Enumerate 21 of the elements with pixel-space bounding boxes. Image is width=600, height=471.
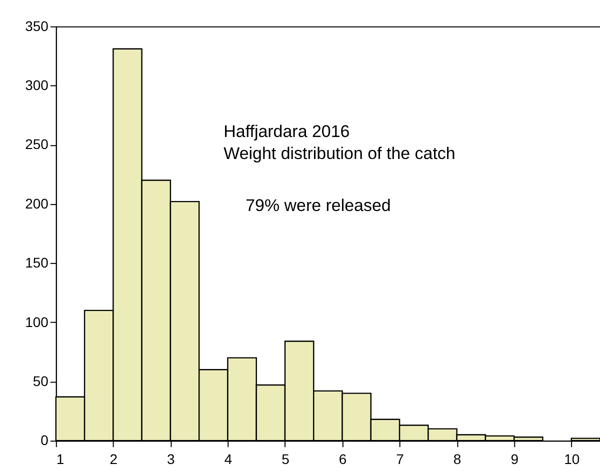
x-tick-label: 1 bbox=[56, 451, 64, 468]
y-tick-label: 100 bbox=[25, 314, 49, 330]
x-tick-label: 7 bbox=[396, 451, 404, 468]
annotation: Weight distribution of the catch bbox=[224, 144, 456, 164]
x-tick-label: 4 bbox=[224, 451, 232, 468]
y-tick-label: 0 bbox=[40, 432, 49, 448]
annotation: 79% were released bbox=[246, 196, 391, 216]
y-tick-label: 350 bbox=[25, 18, 49, 34]
x-tick-label: 9 bbox=[510, 451, 519, 468]
y-tick-label: 250 bbox=[25, 136, 49, 152]
y-tick-label: 150 bbox=[25, 254, 49, 271]
y-tick-label: 50 bbox=[32, 372, 49, 389]
x-tick-label: 8 bbox=[453, 451, 462, 468]
x-tick-label: 2 bbox=[110, 451, 118, 468]
x-tick-label: 5 bbox=[282, 451, 290, 468]
x-tick-label: 6 bbox=[338, 451, 347, 468]
y-tick-label: 200 bbox=[25, 195, 49, 212]
y-tick-label: 300 bbox=[25, 77, 49, 94]
annotation: Haffjardara 2016 bbox=[224, 122, 350, 142]
x-tick-label: 10 bbox=[564, 451, 580, 468]
x-tick-label: 3 bbox=[167, 451, 176, 468]
